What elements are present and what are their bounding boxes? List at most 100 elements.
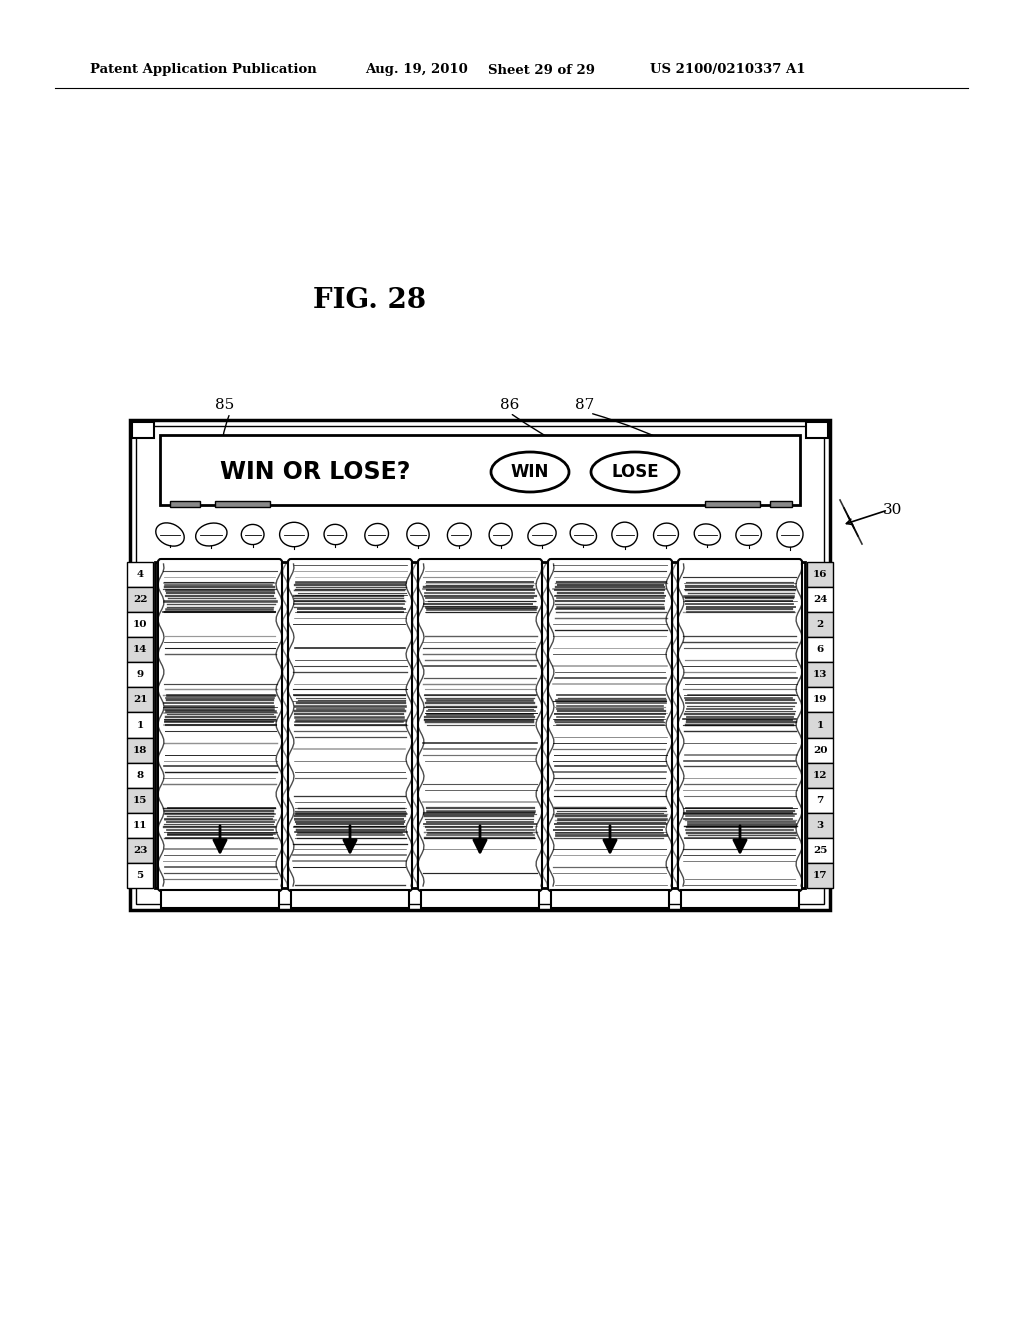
Ellipse shape	[490, 451, 569, 492]
Bar	[160, 436, 800, 506]
Bar	[807, 688, 833, 713]
Text: 16: 16	[813, 570, 827, 579]
Text: 5: 5	[136, 871, 143, 880]
Bar	[807, 663, 833, 688]
Text: 18: 18	[133, 746, 147, 755]
Ellipse shape	[591, 451, 679, 492]
FancyBboxPatch shape	[418, 558, 542, 891]
Text: 86: 86	[501, 399, 520, 412]
Ellipse shape	[653, 523, 679, 546]
Ellipse shape	[324, 524, 347, 545]
Ellipse shape	[611, 523, 638, 546]
Text: 23: 23	[133, 846, 147, 855]
Text: LOSE: LOSE	[611, 463, 658, 480]
Bar	[127, 788, 153, 813]
Bar	[127, 587, 153, 612]
Text: 10: 10	[133, 620, 147, 630]
Bar	[130, 420, 830, 909]
Bar	[807, 638, 833, 663]
Bar	[127, 638, 153, 663]
Ellipse shape	[570, 524, 597, 545]
Bar	[155, 562, 805, 888]
FancyBboxPatch shape	[288, 558, 412, 891]
FancyBboxPatch shape	[158, 558, 282, 891]
Bar	[127, 612, 153, 638]
Bar	[807, 612, 833, 638]
Ellipse shape	[242, 524, 264, 545]
Ellipse shape	[365, 524, 388, 545]
Bar	[132, 422, 154, 438]
Bar	[127, 813, 153, 838]
Text: Aug. 19, 2010: Aug. 19, 2010	[365, 63, 468, 77]
Text: WIN: WIN	[511, 463, 549, 480]
Text: 21: 21	[133, 696, 147, 705]
Text: 25: 25	[813, 846, 827, 855]
Text: 19: 19	[813, 696, 827, 705]
Text: 2: 2	[816, 620, 823, 630]
Bar	[807, 713, 833, 738]
Bar	[127, 713, 153, 738]
Bar	[807, 788, 833, 813]
Ellipse shape	[777, 521, 803, 548]
Text: 24: 24	[813, 595, 827, 605]
Bar	[681, 890, 799, 908]
Ellipse shape	[407, 523, 429, 546]
Bar	[807, 763, 833, 788]
Text: 30: 30	[884, 503, 903, 517]
Ellipse shape	[527, 523, 556, 545]
Text: 15: 15	[133, 796, 147, 805]
Text: 1: 1	[136, 721, 143, 730]
Bar	[155, 512, 805, 557]
Text: 1: 1	[816, 721, 823, 730]
Text: Sheet 29 of 29: Sheet 29 of 29	[488, 63, 595, 77]
Ellipse shape	[196, 523, 227, 546]
Text: US 2100/0210337 A1: US 2100/0210337 A1	[650, 63, 806, 77]
Ellipse shape	[447, 523, 471, 546]
Text: 87: 87	[575, 399, 595, 412]
Text: 12: 12	[813, 771, 827, 780]
Bar	[127, 738, 153, 763]
Text: 7: 7	[816, 796, 823, 805]
Text: Patent Application Publication: Patent Application Publication	[90, 63, 316, 77]
Bar	[807, 738, 833, 763]
Text: 13: 13	[813, 671, 827, 680]
FancyBboxPatch shape	[548, 558, 672, 891]
Ellipse shape	[156, 523, 184, 546]
Text: 20: 20	[813, 746, 827, 755]
Bar	[807, 863, 833, 888]
Text: 3: 3	[816, 821, 823, 830]
Text: 8: 8	[136, 771, 143, 780]
Bar	[127, 562, 153, 587]
Bar	[770, 502, 792, 507]
Text: 17: 17	[813, 871, 827, 880]
Ellipse shape	[694, 524, 721, 545]
Bar	[170, 502, 200, 507]
Bar	[127, 688, 153, 713]
Bar	[161, 890, 279, 908]
Bar	[807, 562, 833, 587]
Bar	[127, 663, 153, 688]
Bar	[215, 502, 270, 507]
Bar	[807, 587, 833, 612]
Ellipse shape	[280, 523, 308, 546]
Text: 14: 14	[133, 645, 147, 655]
Text: 85: 85	[215, 399, 234, 412]
Text: FIG. 28: FIG. 28	[313, 286, 427, 314]
Bar	[705, 502, 760, 507]
Bar	[127, 763, 153, 788]
FancyBboxPatch shape	[678, 558, 802, 891]
Text: WIN OR LOSE?: WIN OR LOSE?	[220, 459, 411, 484]
Bar	[807, 838, 833, 863]
Bar	[807, 813, 833, 838]
Text: 4: 4	[136, 570, 143, 579]
Text: 9: 9	[136, 671, 143, 680]
Ellipse shape	[489, 523, 512, 545]
Bar	[806, 422, 828, 438]
Bar	[127, 863, 153, 888]
Bar	[291, 890, 409, 908]
Bar	[136, 426, 824, 904]
Ellipse shape	[736, 524, 762, 545]
Text: 22: 22	[133, 595, 147, 605]
Bar	[421, 890, 539, 908]
Bar	[127, 838, 153, 863]
